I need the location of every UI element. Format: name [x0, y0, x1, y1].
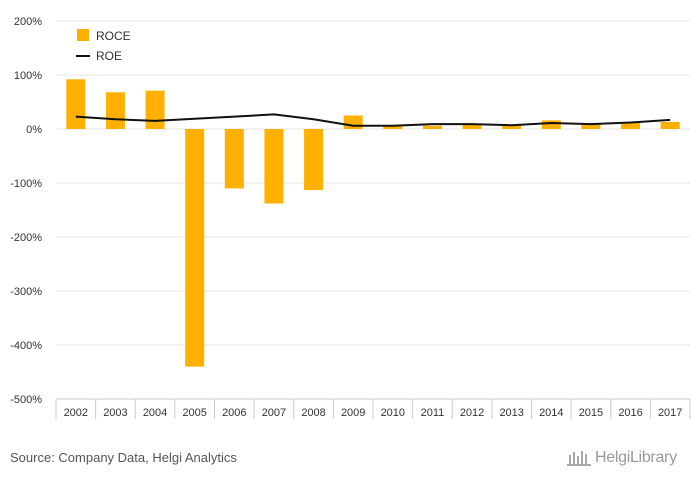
roce-bar: [541, 120, 561, 129]
roce-bar: [264, 129, 284, 204]
legend-label-roce: ROCE: [96, 29, 131, 43]
logo-text: HelgiLibrary: [595, 449, 677, 466]
roce-bar: [502, 125, 522, 129]
x-tick-label: 2017: [658, 407, 682, 419]
x-tick-label: 2010: [381, 407, 405, 419]
roce-bar: [383, 126, 403, 129]
y-tick-label: -200%: [10, 232, 42, 244]
x-tick-label: 2016: [618, 407, 642, 419]
legend: ROCE ROE: [76, 29, 131, 63]
roce-bar: [66, 79, 86, 129]
x-tick-label: 2003: [103, 407, 127, 419]
roce-bars: [66, 79, 680, 367]
x-tick-label: 2015: [579, 407, 603, 419]
roce-bar: [462, 124, 482, 129]
helgi-library-logo: HelgiLibrary: [566, 449, 677, 467]
x-tick-label: 2008: [301, 407, 325, 419]
roce-bar: [224, 129, 244, 189]
y-tick-label: -400%: [10, 340, 42, 352]
roe-line: [75, 113, 671, 127]
y-tick-label: 100%: [14, 70, 42, 82]
roce-bar: [105, 92, 125, 129]
roce-bar: [304, 129, 324, 191]
roce-bar: [185, 129, 205, 367]
y-tick-label: 200%: [14, 16, 42, 28]
roce-bar: [422, 125, 442, 129]
x-tick-label: 2014: [539, 407, 563, 419]
gridlines: [56, 20, 690, 400]
roce-bar: [581, 123, 601, 129]
roce-bar: [343, 115, 363, 129]
x-tick-label: 2006: [222, 407, 246, 419]
roe-line-group: [75, 113, 671, 127]
y-axis-ticks: 200% 100% 0% -100% -200% -300% -400% -500%: [10, 16, 42, 406]
roce-bar: [660, 121, 680, 129]
library-icon: [567, 451, 591, 466]
roce-bar: [145, 90, 165, 129]
x-tick-label: 2004: [143, 407, 167, 419]
y-tick-label: -100%: [10, 178, 42, 190]
y-tick-label: -300%: [10, 286, 42, 298]
x-tick-label: 2009: [341, 407, 365, 419]
x-tick-label: 2013: [499, 407, 523, 419]
x-tick-label: 2011: [421, 407, 445, 419]
y-tick-label: 0%: [26, 124, 42, 136]
x-tick-label: 2005: [182, 407, 206, 419]
x-tick-label: 2002: [64, 407, 88, 419]
x-tick-label: 2007: [262, 407, 286, 419]
roce-bar: [621, 122, 641, 129]
x-tick-label: 2012: [460, 407, 484, 419]
legend-label-roe: ROE: [96, 49, 122, 63]
x-axis: 2002 2003 2004 2005 2006 2007 2008 2009 2010 2011…: [55, 399, 691, 419]
legend-swatch-roce: [77, 29, 89, 41]
y-tick-label: -500%: [10, 394, 42, 406]
source-note: Source: Company Data, Helgi Analytics: [10, 450, 237, 465]
